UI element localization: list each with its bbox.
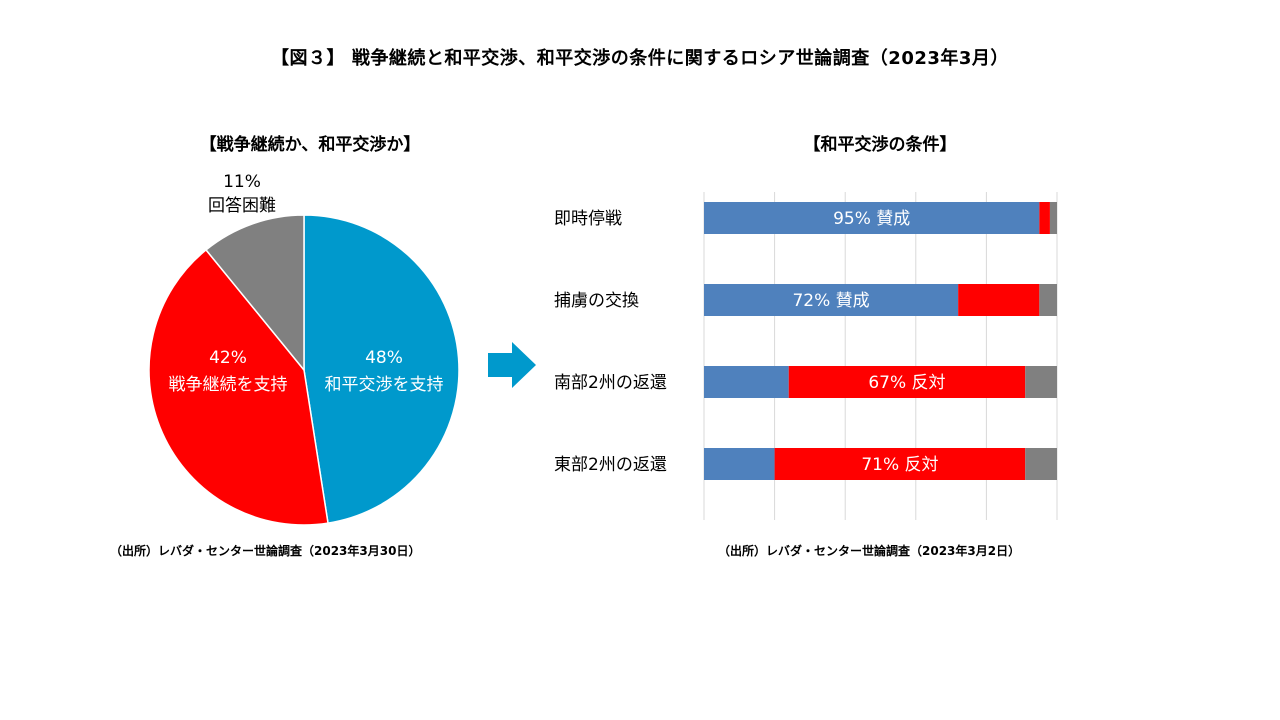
arrow-right-icon: [488, 342, 536, 388]
bar-chart-title: 【和平交渉の条件】: [803, 135, 957, 155]
bar-segment: [958, 284, 1040, 316]
pie-slice: [303, 214, 460, 524]
pie-value-label: 48%: [365, 348, 403, 368]
bar-segment: [1049, 202, 1057, 234]
bar-segment: [774, 448, 1026, 480]
bar-segment: [704, 202, 1040, 234]
bar-data-label: 95% 賛成: [833, 209, 910, 229]
bar-source-note: （出所）レバダ・センター世論調査（2023年3月2日）: [718, 544, 1021, 558]
pie-slice: [204, 214, 305, 373]
pie-chart: 48% 和平交渉を支持 42% 戦争継続を支持 11% 回答困難: [148, 172, 460, 526]
pie-category-label: 和平交渉を支持: [325, 375, 444, 395]
bar-segment: [1025, 366, 1057, 398]
bar-segment: [1025, 448, 1057, 480]
pie-category-label: 回答困難: [208, 196, 276, 216]
pie-source-note: （出所）レバダ・センター世論調査（2023年3月30日）: [110, 544, 421, 558]
category-label: 南部2州の返還: [554, 373, 667, 393]
category-label: 捕虜の交換: [554, 291, 639, 311]
page-title: 【図３】 戦争継続と和平交渉、和平交渉の条件に関するロシア世論調査（2023年3…: [271, 48, 1009, 69]
pie-slice: [148, 248, 329, 526]
bar-segment: [1039, 202, 1050, 234]
category-label: 即時停戦: [554, 209, 622, 229]
bar-segment: [704, 284, 959, 316]
bar-segment: [704, 448, 775, 480]
bar-segment: [788, 366, 1026, 398]
category-label: 東部2州の返還: [554, 455, 667, 475]
pie-category-label: 戦争継続を支持: [169, 375, 288, 395]
bar-segment: [704, 366, 789, 398]
bar-data-label: 72% 賛成: [792, 291, 869, 311]
bar-data-label: 67% 反対: [868, 373, 945, 393]
pie-value-label: 11%: [223, 172, 261, 192]
pie-chart-title: 【戦争継続か、和平交渉か】: [199, 135, 421, 155]
pie-value-label: 42%: [209, 348, 247, 368]
bar-data-label: 71% 反対: [861, 455, 938, 475]
bar-segment: [1039, 284, 1057, 316]
